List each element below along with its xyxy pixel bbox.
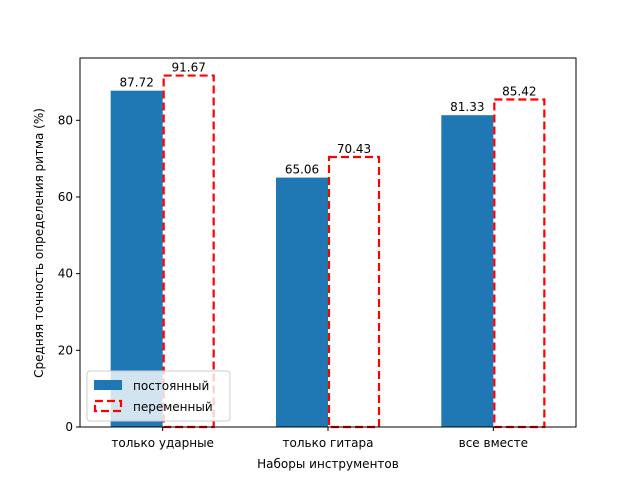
y-axis-label: Средняя точность определения ритма (%) — [32, 108, 46, 378]
data-label: 70.43 — [337, 142, 371, 156]
data-label: 85.42 — [502, 85, 536, 99]
bar-series2-3 — [493, 98, 546, 429]
data-label: 65.06 — [285, 163, 319, 177]
legend-swatch — [94, 380, 122, 390]
x-tick-label: все вместе — [459, 436, 528, 450]
y-tick-label: 60 — [58, 190, 73, 204]
data-label: 87.72 — [119, 76, 153, 90]
legend-swatch — [93, 399, 123, 413]
legend-box — [86, 370, 231, 422]
data-label: 91.67 — [171, 61, 205, 75]
x-axis-label: Наборы инструментов — [257, 457, 399, 471]
y-tick-label: 0 — [65, 420, 73, 434]
y-tick-label: 20 — [58, 343, 73, 357]
bar-series1-3 — [441, 115, 494, 427]
x-tick-label: только гитара — [283, 436, 374, 450]
plot-area: 87.72 65.06 81.33 91.67 70.43 85.42 — [79, 57, 577, 429]
y-tick-label: 80 — [58, 113, 73, 127]
y-tick-label: 40 — [58, 267, 73, 281]
legend-label: постоянный — [133, 379, 209, 393]
y-axis: 0 20 40 60 80 — [58, 113, 80, 434]
bar-series1-2 — [276, 177, 328, 427]
x-axis: только ударные только гитара все вместе — [111, 427, 528, 450]
legend-label: переменный — [133, 400, 213, 414]
legend: постоянный переменный — [86, 370, 231, 422]
data-label: 81.33 — [450, 100, 484, 114]
x-tick-label: только ударные — [111, 436, 214, 450]
bar-series2-2 — [327, 155, 381, 429]
